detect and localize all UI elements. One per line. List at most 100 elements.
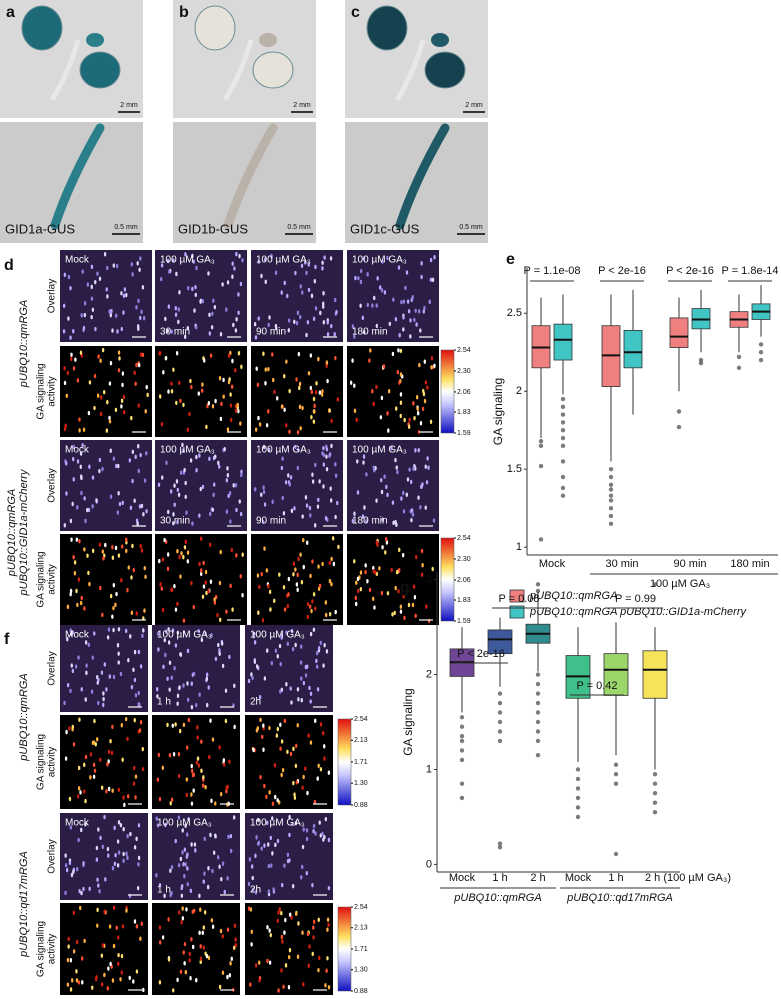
nucleus bbox=[133, 765, 136, 771]
nucleus bbox=[238, 253, 241, 259]
nucleus bbox=[299, 284, 302, 289]
nucleus bbox=[183, 847, 187, 852]
nucleus bbox=[217, 642, 220, 648]
nucleus bbox=[310, 293, 314, 299]
outlier bbox=[575, 805, 581, 810]
nucleus bbox=[72, 366, 76, 371]
micrograph bbox=[152, 813, 240, 900]
treatment-label: 100 µM GA₃ bbox=[352, 445, 407, 456]
nucleus bbox=[192, 604, 195, 610]
nucleus bbox=[212, 298, 215, 303]
nucleus bbox=[134, 774, 138, 779]
nucleus bbox=[293, 795, 297, 801]
nucleus bbox=[202, 775, 205, 780]
box bbox=[487, 629, 513, 655]
nucleus bbox=[239, 574, 242, 579]
nucleus bbox=[131, 272, 134, 277]
nucleus bbox=[122, 858, 125, 864]
nucleus bbox=[361, 315, 365, 321]
nucleus bbox=[249, 982, 252, 987]
nucleus bbox=[161, 935, 165, 940]
nucleus bbox=[241, 258, 244, 263]
x-tick-label: Mock bbox=[565, 872, 592, 884]
box bbox=[623, 329, 643, 369]
nucleus bbox=[283, 607, 287, 612]
nucleus bbox=[328, 578, 332, 584]
nucleus bbox=[87, 410, 91, 416]
nucleus bbox=[265, 568, 269, 573]
nucleus bbox=[142, 987, 145, 993]
nucleus bbox=[145, 451, 148, 456]
nucleus bbox=[210, 798, 213, 804]
nucleus bbox=[137, 649, 141, 655]
outlier bbox=[538, 463, 544, 469]
nucleus bbox=[228, 759, 231, 764]
nucleus bbox=[162, 370, 165, 375]
nucleus bbox=[158, 980, 162, 985]
outlier bbox=[560, 474, 566, 480]
nucleus bbox=[296, 587, 299, 593]
nucleus bbox=[75, 588, 78, 594]
nucleus bbox=[309, 631, 313, 637]
nucleus bbox=[192, 671, 196, 677]
nucleus bbox=[81, 956, 84, 961]
outlier bbox=[608, 506, 614, 511]
nucleus bbox=[172, 258, 175, 263]
nucleus bbox=[385, 484, 388, 490]
nucleus bbox=[125, 537, 128, 542]
nucleus bbox=[253, 322, 257, 327]
nucleus bbox=[301, 514, 304, 519]
nucleus bbox=[65, 729, 68, 735]
time-label: 90 min bbox=[256, 327, 286, 338]
nucleus bbox=[229, 961, 232, 966]
outlier bbox=[535, 729, 541, 734]
nucleus bbox=[111, 614, 114, 619]
colorbar-label: 2.30 bbox=[457, 368, 471, 375]
nucleus bbox=[182, 630, 186, 635]
nucleus bbox=[221, 861, 225, 866]
nucleus bbox=[426, 456, 429, 461]
nucleus bbox=[67, 316, 70, 321]
nucleus bbox=[186, 745, 189, 750]
nucleus bbox=[384, 550, 387, 555]
nucleus bbox=[309, 699, 312, 704]
colorbar bbox=[337, 718, 352, 806]
nucleus bbox=[351, 358, 354, 363]
nucleus bbox=[79, 464, 82, 470]
genotype-label: pUBQ10::GID1a-mCherry bbox=[18, 468, 30, 596]
nucleus bbox=[160, 586, 164, 591]
nucleus bbox=[83, 496, 86, 501]
nucleus bbox=[293, 792, 296, 797]
nucleus bbox=[101, 549, 105, 554]
nucleus bbox=[423, 359, 426, 364]
nucleus bbox=[306, 601, 310, 607]
outlier bbox=[652, 800, 658, 805]
nucleus bbox=[286, 641, 290, 647]
nucleus bbox=[287, 473, 290, 478]
nucleus bbox=[406, 299, 410, 304]
nucleus bbox=[185, 832, 189, 837]
micrograph bbox=[251, 250, 343, 342]
nucleus bbox=[168, 687, 171, 692]
nucleus bbox=[207, 401, 211, 406]
nucleus bbox=[295, 780, 299, 785]
nucleus bbox=[97, 827, 100, 832]
nucleus bbox=[231, 607, 234, 612]
nucleus bbox=[226, 473, 230, 478]
nucleus bbox=[378, 285, 382, 290]
nucleus bbox=[272, 377, 275, 383]
nucleus bbox=[310, 414, 313, 420]
nucleus bbox=[74, 664, 78, 669]
p-value: P = 1.1e-08 bbox=[524, 265, 581, 277]
nucleus bbox=[425, 604, 428, 609]
scale-label: 2 mm bbox=[293, 102, 311, 109]
outlier bbox=[560, 459, 566, 464]
nucleus bbox=[206, 702, 209, 708]
nucleus bbox=[132, 781, 136, 786]
nucleus bbox=[257, 817, 260, 823]
nucleus bbox=[123, 802, 126, 808]
nucleus bbox=[116, 329, 119, 334]
genotype-label: pUBQ10::qmRGA bbox=[18, 300, 30, 388]
nucleus bbox=[240, 364, 243, 370]
nucleus bbox=[289, 912, 292, 917]
